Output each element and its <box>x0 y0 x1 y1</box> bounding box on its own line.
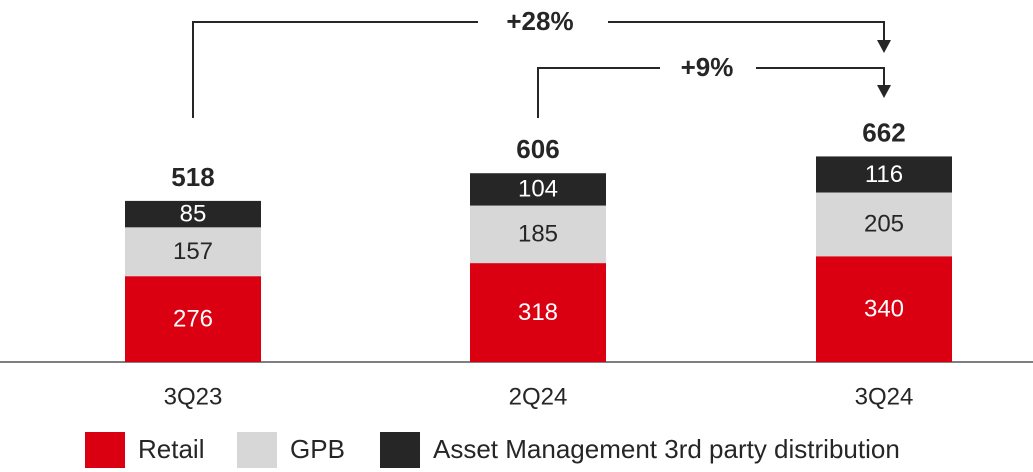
label-bg <box>660 52 756 84</box>
legend-label: Retail <box>138 434 204 464</box>
bar-segment <box>816 156 952 193</box>
label-bg <box>478 6 608 38</box>
bar-segment <box>816 192 952 257</box>
annotation: +9% <box>681 52 734 82</box>
bar-segment <box>125 276 261 362</box>
legend-swatch <box>237 432 277 468</box>
value-label: 205 <box>864 211 904 238</box>
value-label: 116 <box>865 161 903 188</box>
value-label: 340 <box>864 295 904 322</box>
total-label: 518 <box>171 162 214 192</box>
value-label: 318 <box>518 299 558 326</box>
total-label: 606 <box>516 134 559 164</box>
legend-swatch <box>380 432 420 468</box>
value-label: 276 <box>173 305 213 332</box>
value-label: 185 <box>518 221 558 248</box>
legend-label: Asset Management 3rd party distribution <box>433 434 900 464</box>
value-label: 104 <box>518 176 558 203</box>
bar-segment <box>470 263 606 362</box>
bar-segment <box>470 173 606 206</box>
arrowhead <box>877 40 891 53</box>
bar-segment <box>125 227 261 277</box>
x-tick-label: 3Q24 <box>855 383 914 410</box>
bar-segment <box>470 205 606 264</box>
x-tick-label: 3Q23 <box>164 383 223 410</box>
value-label: 85 <box>180 200 207 227</box>
x-tick-label: 2Q24 <box>509 383 568 410</box>
bar-segment <box>125 200 261 228</box>
total-label: 662 <box>862 117 905 147</box>
value-label: 157 <box>173 238 213 265</box>
bar-segment <box>816 256 952 362</box>
arrowhead <box>877 85 891 98</box>
legend-label: GPB <box>290 434 345 464</box>
legend-swatch <box>85 432 125 468</box>
annotation: +28% <box>506 6 573 36</box>
